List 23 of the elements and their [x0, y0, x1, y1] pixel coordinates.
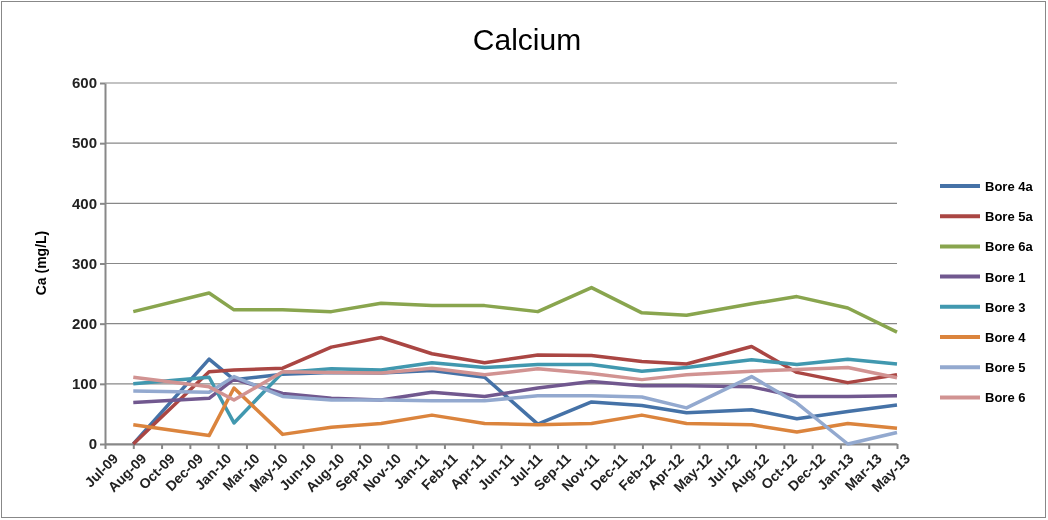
y-tick-label: 600: [71, 74, 97, 92]
y-tick-label: 100: [71, 375, 97, 393]
legend-label: Bore 6: [985, 390, 1026, 406]
legend-label: Bore 4: [985, 330, 1027, 345]
line-series: [131, 374, 899, 446]
chart-title: Calcium: [472, 23, 582, 56]
legend-label: Bore 5a: [985, 209, 1034, 225]
legend-label: Bore 3: [985, 299, 1026, 315]
y-tick-label: 500: [71, 134, 97, 152]
line-series: [131, 335, 899, 446]
y-axis-title: Ca (mg/L): [33, 230, 49, 296]
legend-label: Bore 4a: [985, 179, 1034, 194]
y-tick-label: 200: [71, 314, 97, 332]
line-series: [131, 357, 899, 425]
line-series: [131, 285, 899, 334]
legend-label: Bore 6a: [985, 239, 1034, 255]
legend-label: Bore 1: [985, 269, 1026, 285]
line-series: [131, 365, 899, 402]
y-tick-label: 0: [88, 435, 97, 453]
y-tick-label: 400: [71, 194, 97, 212]
y-tick-label: 300: [71, 254, 97, 272]
legend-label: Bore 5: [985, 360, 1026, 376]
line-series: [131, 386, 899, 438]
